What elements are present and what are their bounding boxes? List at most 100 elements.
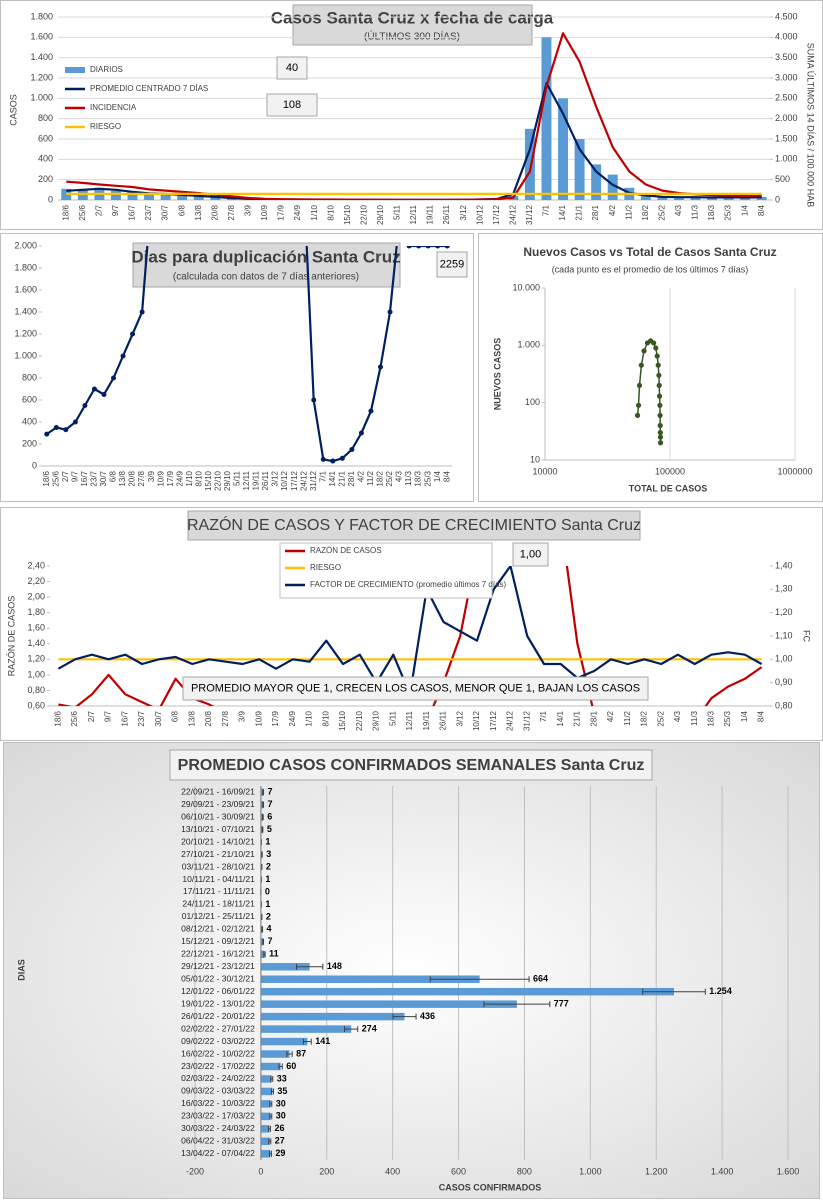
x-tick-label: 10000 <box>532 466 557 476</box>
bar <box>260 987 675 996</box>
point <box>656 393 663 399</box>
x-tick-label: 1/4 <box>433 470 442 482</box>
y-tick-label: 400 <box>38 154 53 164</box>
x-tick-label: 25/2 <box>385 470 394 486</box>
y-tick-label: 29/09/21 - 23/09/21 <box>181 799 255 809</box>
x-tick-label: 8/4 <box>757 204 766 216</box>
annotation: 1,00 <box>520 548 541 560</box>
x-tick-label: 14/1 <box>328 470 337 486</box>
value-label: 3 <box>266 849 271 859</box>
x-tick-label: 25/3 <box>423 470 432 486</box>
chart-title: RAZÓN DE CASOS Y FACTOR DE CRECIMIENTO S… <box>187 515 641 534</box>
bar <box>260 1137 270 1146</box>
error-bar <box>429 976 530 983</box>
x-tick-label: 12/11 <box>405 710 414 730</box>
value-label: 274 <box>362 1023 377 1033</box>
x-tick-label: 3/12 <box>459 204 468 220</box>
x-tick-label: 1.600 <box>777 1166 800 1176</box>
x-tick-label: 10/12 <box>475 204 484 225</box>
bar <box>260 813 263 821</box>
point <box>656 372 662 378</box>
marker <box>53 425 59 430</box>
x-tick-label: 6/8 <box>171 710 180 722</box>
title-box <box>292 4 533 46</box>
title-box <box>187 510 641 541</box>
y-tick-label: 0 <box>48 194 53 204</box>
bar <box>707 197 718 200</box>
y-tick-label: 200 <box>22 438 37 448</box>
y-tick-label: 09/02/22 - 03/02/22 <box>181 1036 255 1046</box>
x-tick-label: 1.000 <box>579 1166 602 1176</box>
bar <box>558 98 568 200</box>
value-label: 1.254 <box>709 986 732 996</box>
y-axis-label: DIAS <box>16 959 26 981</box>
x-tick-label: 9/7 <box>70 470 79 482</box>
x-tick-label: 29/10 <box>223 470 232 491</box>
legend-box <box>279 542 493 599</box>
y-tick-label: 0,80 <box>27 685 45 695</box>
x-tick-label: 18/6 <box>61 204 70 220</box>
point <box>651 340 657 346</box>
line-series <box>66 32 762 200</box>
marker <box>416 246 422 249</box>
marker <box>368 408 374 414</box>
error-bar <box>262 801 265 808</box>
marker <box>387 309 393 315</box>
y-tick-label: 1.600 <box>30 32 53 42</box>
error-bar <box>483 1001 551 1008</box>
chart-title: Dias para duplicación Santa Cruz <box>131 247 400 266</box>
plot-area <box>61 32 767 200</box>
error-bar <box>263 951 266 958</box>
bar <box>574 139 585 200</box>
bar <box>260 1062 281 1071</box>
y-tick-label: 800 <box>22 372 37 382</box>
legend-swatch <box>65 67 85 73</box>
error-bar <box>261 826 264 833</box>
bar <box>127 191 138 200</box>
x-tick-label: 200 <box>319 1166 334 1176</box>
marker <box>320 456 326 462</box>
bar <box>61 188 72 200</box>
y-tick-label: 16/03/22 - 10/03/22 <box>181 1098 255 1108</box>
bar <box>756 196 767 200</box>
x-tick-label: 15/10 <box>204 470 213 491</box>
bar <box>110 190 121 200</box>
x-tick-label: 5/11 <box>388 710 397 726</box>
x-tick-label: 18/2 <box>376 470 385 486</box>
y-tick-label: 1.000 <box>14 350 37 360</box>
x-tick-label: 10/9 <box>254 710 263 726</box>
x-tick-label: 5/11 <box>233 470 242 486</box>
marker <box>72 419 78 425</box>
x-tick-label: 10/12 <box>472 710 481 731</box>
x-tick-label: 8/4 <box>757 710 766 722</box>
x-tick-label: 28/1 <box>589 710 598 726</box>
point <box>657 402 663 408</box>
error-bar <box>261 851 263 858</box>
y-axis-label: CASOS <box>8 94 18 126</box>
y-tick-label: 10.000 <box>512 282 540 292</box>
x-tick-label: 10/12 <box>280 470 289 491</box>
y-tick-label: 09/03/22 - 03/03/22 <box>181 1086 255 1096</box>
chart-title: Casos Santa Cruz x fecha de carga <box>271 8 554 27</box>
bar <box>260 1025 352 1033</box>
bar <box>260 938 264 946</box>
x-tick-label: 25/3 <box>723 710 732 726</box>
x-tick-label: 24/9 <box>293 204 302 220</box>
y-tick-label: 06/04/22 - 31/03/22 <box>181 1136 255 1146</box>
x-tick-label: 26/11 <box>261 470 270 490</box>
marker <box>44 431 50 437</box>
y-tick-label: 1,10 <box>775 630 793 640</box>
x-tick-label: -200 <box>186 1166 204 1176</box>
error-bar <box>262 789 265 796</box>
annotation-box <box>182 676 649 701</box>
marker <box>139 309 145 315</box>
line-series <box>58 566 763 706</box>
legend-label: RIESGO <box>90 122 121 131</box>
x-tick-label: 11/3 <box>691 204 700 220</box>
x-tick-label: 1000000 <box>777 466 812 476</box>
error-bar <box>295 963 324 970</box>
x-tick-label: 15/10 <box>343 204 352 225</box>
value-label: 7 <box>268 787 273 797</box>
x-tick-label: 11/2 <box>624 204 633 220</box>
error-bar <box>392 1013 417 1020</box>
